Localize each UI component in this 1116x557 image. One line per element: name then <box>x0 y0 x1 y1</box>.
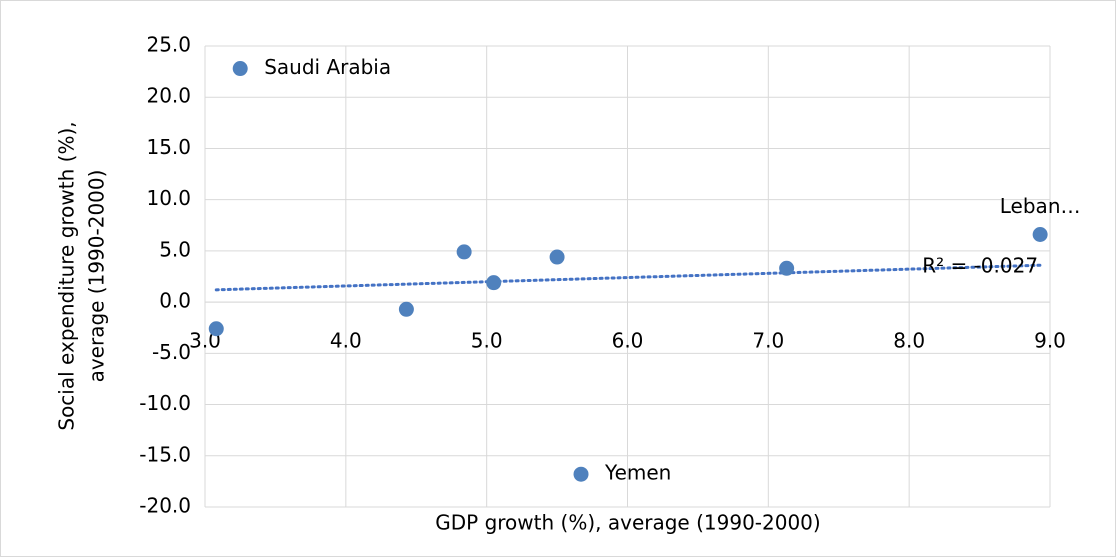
y-tick-label: 20.0 <box>146 84 191 108</box>
x-tick-label: 7.0 <box>752 329 784 353</box>
data-point <box>208 321 224 337</box>
y-tick-label: 10.0 <box>146 186 191 210</box>
point-label: Yemen <box>604 461 671 485</box>
data-point <box>549 249 565 265</box>
data-point <box>232 61 248 77</box>
data-point <box>456 244 472 260</box>
y-tick-label: -5.0 <box>152 340 191 364</box>
data-point <box>779 260 795 276</box>
y-tick-label: -15.0 <box>139 442 191 466</box>
y-tick-label: 5.0 <box>159 237 191 261</box>
y-tick-label: -10.0 <box>139 391 191 415</box>
data-point <box>1032 226 1048 242</box>
data-point <box>573 466 589 482</box>
trendline <box>214 263 1042 292</box>
point-label: Saudi Arabia <box>264 55 391 79</box>
y-tick-label: 25.0 <box>146 33 191 57</box>
y-axis-title: average (1990-2000) <box>85 170 109 383</box>
trendline-label: R² = -0.027 <box>922 254 1038 278</box>
y-axis-title: Social expenditure growth (%), <box>55 121 79 430</box>
data-point <box>486 275 502 291</box>
y-tick-label: 0.0 <box>159 289 191 313</box>
y-tick-label: 15.0 <box>146 135 191 159</box>
x-tick-label: 5.0 <box>471 329 503 353</box>
point-label: Leban… <box>1000 194 1081 218</box>
data-point <box>398 301 414 317</box>
x-tick-label: 8.0 <box>893 329 925 353</box>
x-tick-label: 9.0 <box>1034 329 1066 353</box>
x-tick-label: 6.0 <box>612 329 644 353</box>
x-axis-title: GDP growth (%), average (1990-2000) <box>435 511 820 535</box>
y-tick-label: -20.0 <box>139 494 191 518</box>
x-tick-label: 4.0 <box>330 329 362 353</box>
